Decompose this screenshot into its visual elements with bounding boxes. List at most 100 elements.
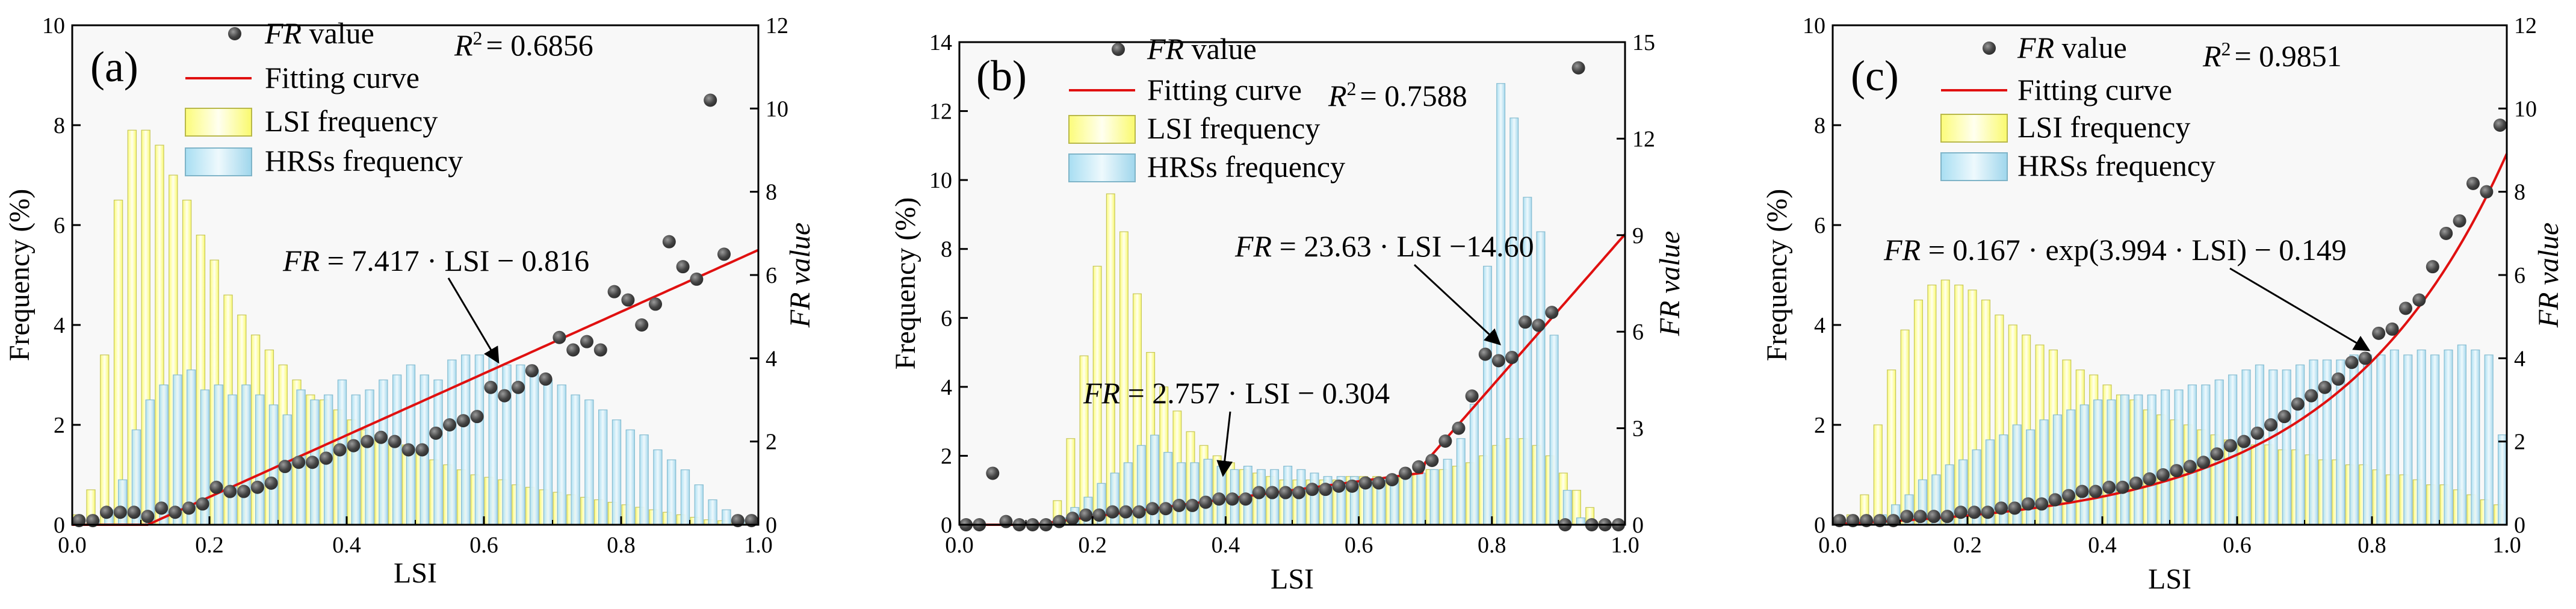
y-tick-label-right: 9 bbox=[1632, 223, 1644, 249]
annotation-arrow-b2 bbox=[1216, 411, 1233, 477]
fr-point bbox=[2305, 389, 2318, 403]
fr-point bbox=[580, 335, 593, 348]
y-tick-label-left: 0 bbox=[1814, 513, 1825, 538]
fr-point bbox=[1372, 476, 1386, 490]
fr-point bbox=[1438, 434, 1452, 448]
fr-point bbox=[1159, 502, 1172, 516]
legend-lsi-label: LSI frequency bbox=[2017, 110, 2190, 144]
fr-point bbox=[2197, 456, 2210, 469]
y-axis-title-right: FR value bbox=[1654, 231, 1686, 337]
annotation-arrow-c bbox=[2229, 267, 2371, 351]
fr-point bbox=[1278, 486, 1292, 499]
x-tick-label: 0.6 bbox=[469, 533, 498, 558]
fr-point bbox=[2102, 480, 2116, 494]
fr-point bbox=[196, 497, 209, 511]
x-tick-label: 0.8 bbox=[2358, 533, 2386, 558]
legend-fr-label: value bbox=[2062, 31, 2127, 64]
legend-lsi-swatch bbox=[1068, 115, 1136, 144]
fr-point bbox=[2183, 460, 2197, 474]
fr-point bbox=[2237, 434, 2251, 448]
fr-point bbox=[415, 443, 429, 457]
fr-point bbox=[2008, 501, 2022, 515]
legend-lsi-label: LSI frequency bbox=[1147, 111, 1320, 145]
legend-c: FR value Fitting curve LSI frequency HRS… bbox=[1940, 31, 2215, 182]
x-tick-label: 0.4 bbox=[2088, 533, 2117, 558]
x-tick-label: 0.6 bbox=[1345, 533, 1373, 558]
panel-b: 0.0 0.2 0.4 0.6 0.8 1.00246810121403691215LSI… bbox=[890, 30, 1686, 595]
hrs-frequency-bar bbox=[2079, 404, 2089, 525]
hrs-frequency-bar bbox=[2444, 349, 2453, 525]
hrs-frequency-bar bbox=[214, 384, 223, 525]
svg-text:R2= 0.7588: R2 = 0.7588 bbox=[1328, 78, 1467, 113]
svg-text:FR = 7.417 · LSI − 0.816: FR = 7.417 · LSI − 0.816 bbox=[282, 244, 589, 277]
annotation-arrow-b1 bbox=[1413, 264, 1501, 345]
fr-point bbox=[1545, 306, 1559, 320]
hrs-frequency-bar bbox=[2282, 369, 2291, 525]
hrs-frequency-bar bbox=[598, 409, 608, 525]
legend-a: FR value Fitting curve LSI frequency HRS… bbox=[185, 16, 463, 178]
fr-point bbox=[1292, 486, 1306, 499]
hrs-frequency-bar bbox=[2161, 389, 2170, 525]
y-tick-label-left: 12 bbox=[929, 99, 952, 125]
equation-a: = 7.417 · LSI − 0.816 bbox=[327, 244, 590, 277]
fr-point bbox=[250, 480, 264, 494]
x-axis-title: LSI bbox=[394, 557, 437, 589]
fr-point bbox=[2223, 439, 2237, 453]
fr-point bbox=[1425, 454, 1439, 468]
fr-point bbox=[113, 505, 127, 519]
y-tick-label-left: 10 bbox=[929, 168, 952, 193]
hrs-frequency-bar bbox=[145, 399, 155, 525]
legend-hrs-swatch bbox=[185, 147, 252, 176]
legend-fr-marker bbox=[1983, 42, 1996, 55]
svg-text:FR = 23.63 · LSI −14.60: FR = 23.63 · LSI −14.60 bbox=[1234, 229, 1534, 263]
fr-point bbox=[1954, 505, 1968, 519]
hrs-frequency-bar bbox=[1509, 117, 1519, 525]
lsi-frequency-bar bbox=[113, 199, 123, 525]
fr-point bbox=[2048, 493, 2062, 507]
hrs-frequency-bar bbox=[474, 354, 485, 525]
hrs-frequency-bar bbox=[1403, 472, 1413, 525]
fr-point bbox=[621, 293, 635, 307]
hrs-frequency-bar bbox=[584, 399, 594, 525]
hrs-frequency-bar bbox=[1177, 462, 1186, 525]
fr-point bbox=[2439, 226, 2453, 240]
hrs-frequency-bar bbox=[2052, 414, 2062, 525]
legend-fr-label: value bbox=[1192, 32, 1257, 66]
hrs-frequency-bar bbox=[1429, 469, 1439, 525]
fr-point bbox=[278, 460, 292, 474]
fr-point bbox=[429, 426, 443, 440]
legend-lsi-swatch bbox=[185, 108, 252, 137]
hrs-frequency-bar bbox=[708, 499, 717, 525]
x-tick-label: 1.0 bbox=[2492, 533, 2521, 558]
hrs-frequency-bar bbox=[2389, 349, 2399, 525]
fr-point bbox=[1092, 508, 1106, 522]
fr-point bbox=[539, 372, 553, 386]
legend-hrs-label: HRSs frequency bbox=[1147, 150, 1345, 184]
hrs-frequency-bar bbox=[667, 459, 677, 525]
hrs-frequency-bar bbox=[365, 389, 374, 525]
fr-point bbox=[2412, 293, 2426, 307]
hrs-frequency-bar bbox=[2174, 389, 2184, 525]
legend-fit-label: Fitting curve bbox=[2017, 73, 2172, 107]
y-tick-label-right: 4 bbox=[2514, 346, 2525, 371]
svg-text:R2= 0.6856: R2 = 0.6856 bbox=[454, 27, 593, 62]
fr-point bbox=[512, 380, 525, 394]
hrs-frequency-bar bbox=[571, 394, 580, 525]
fr-point bbox=[1465, 389, 1479, 403]
y-tick-label-left: 8 bbox=[54, 113, 65, 138]
y-tick-label-right: 2 bbox=[2514, 430, 2525, 455]
legend-lsi-swatch bbox=[1940, 114, 2008, 143]
fr-point bbox=[607, 285, 621, 298]
y-tick-label-right: 3 bbox=[1632, 416, 1644, 442]
y-tick-label-right: 12 bbox=[2514, 13, 2537, 39]
hrs-frequency-bar bbox=[2093, 399, 2103, 525]
fr-point bbox=[1265, 486, 1279, 499]
fr-point bbox=[347, 439, 361, 453]
hrs-frequency-bar bbox=[2484, 354, 2494, 525]
x-tick-label: 0.0 bbox=[1818, 533, 1847, 558]
hrs-frequency-bar bbox=[2147, 394, 2156, 525]
fr-point bbox=[662, 235, 676, 249]
hrs-frequency-bar bbox=[2296, 364, 2305, 525]
fr-point bbox=[1132, 505, 1146, 519]
x-axis-title: LSI bbox=[2148, 563, 2191, 595]
